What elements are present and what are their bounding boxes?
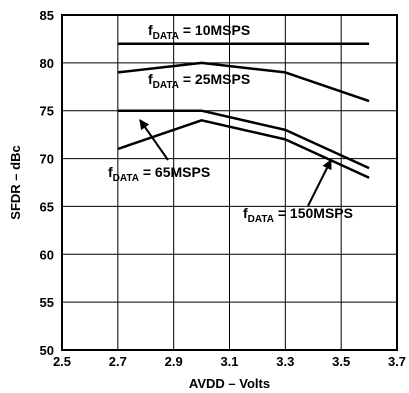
x-tick-label: 3.7 [388,354,406,369]
y-tick-label: 55 [40,295,54,310]
y-tick-label: 60 [40,247,54,262]
y-tick-labels: 50 55 60 65 70 75 80 85 [40,8,54,358]
y-tick-label: 75 [40,104,54,119]
x-tick-label: 3.1 [220,354,238,369]
series-line-150msps [117,119,370,179]
x-tick-label: 2.7 [109,354,127,369]
x-tick-label: 3.3 [276,354,294,369]
y-axis-label: SFDR – dBc [8,145,23,219]
y-tick-label: 80 [40,56,54,71]
grid [61,14,398,351]
y-tick-label: 70 [40,152,54,167]
x-axis-label: AVDD – Volts [189,376,270,391]
plot-frame [61,14,398,351]
series-lines [117,42,370,179]
x-tick-label: 2.9 [165,354,183,369]
x-tick-label: 3.5 [332,354,350,369]
annotation-150msps: fDATA = 150MSPS [243,205,353,225]
x-tick-labels: 2.5 2.7 2.9 3.1 3.3 3.5 3.7 [53,354,406,369]
series-line-65msps [117,109,370,170]
y-tick-label: 85 [40,8,54,23]
arrow-65msps [139,119,169,161]
annotation-10msps: fDATA = 10MSPS [148,22,250,42]
annotation-65msps: fDATA = 65MSPS [108,164,210,184]
y-tick-label: 65 [40,199,54,214]
series-line-25msps [117,61,370,103]
annotation-25msps: fDATA = 25MSPS [148,71,250,91]
x-tick-label: 2.5 [53,354,71,369]
y-tick-label: 50 [40,343,54,358]
arrow-150msps [307,159,332,207]
